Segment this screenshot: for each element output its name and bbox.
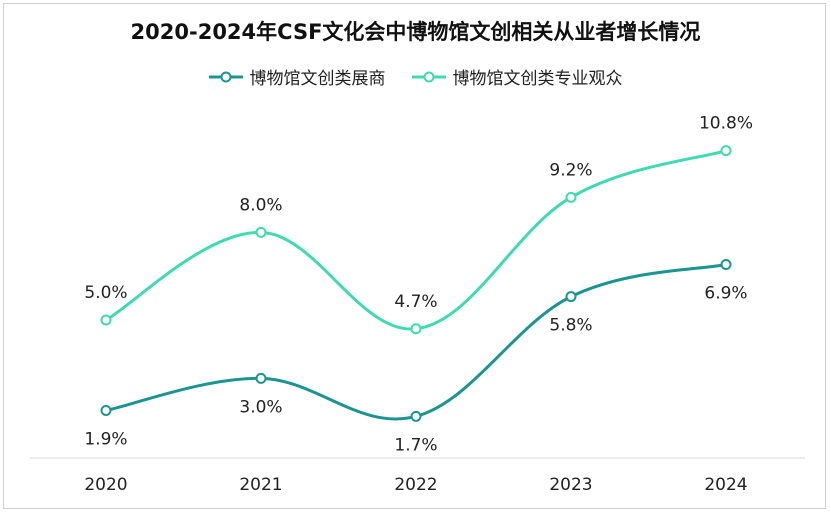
legend-swatch-exhibitors [208,71,243,82]
x-tick-label-2022: 2022 [394,475,437,495]
data-point-s0-2021 [255,372,267,384]
data-point-s0-2024 [720,259,732,271]
data-label-s1-2024: 10.8% [699,114,753,134]
data-point-s1-2021 [255,226,267,238]
data-label-s0-2021: 3.0% [239,397,282,417]
data-label-s0-2023: 5.8% [549,316,592,336]
legend-label-audience: 博物馆文创类专业观众 [452,69,623,89]
legend-swatch-audience [411,71,446,82]
data-point-s1-2023 [565,191,577,203]
data-point-s0-2023 [565,291,577,303]
legend-item-audience: 博物馆文创类专业观众 [411,64,623,89]
data-point-s1-2022 [410,323,422,335]
legend-label-exhibitors: 博物馆文创类展商 [249,69,386,89]
series-line-0 [104,263,728,421]
data-label-s0-2022: 1.7% [394,435,437,455]
data-label-s0-2024: 6.9% [704,284,747,304]
chart-frame [3,3,826,509]
data-point-s0-2022 [410,410,422,422]
x-tick-label-2023: 2023 [549,475,592,495]
legend-marker-audience [423,71,434,82]
data-label-s1-2022: 4.7% [394,292,437,312]
data-label-s0-2020: 1.9% [84,430,127,450]
data-label-s1-2021: 8.0% [239,195,282,215]
data-label-s1-2020: 5.0% [84,283,127,303]
legend-item-exhibitors: 博物馆文创类展商 [208,64,386,89]
chart-title: 2020-2024年CSF文化会中博物馆文创相关从业者增长情况 [130,20,701,44]
x-tick-label-2020: 2020 [84,475,127,495]
x-tick-label-2021: 2021 [239,475,282,495]
x-tick-label-2024: 2024 [704,475,747,495]
data-point-s0-2020 [100,405,112,417]
data-point-s1-2024 [720,145,732,157]
data-point-s1-2020 [100,314,112,326]
data-label-s1-2023: 9.2% [549,160,592,180]
chart-legend: 博物馆文创类展商 博物馆文创类专业观众 [0,64,831,89]
legend-marker-exhibitors [220,71,231,82]
